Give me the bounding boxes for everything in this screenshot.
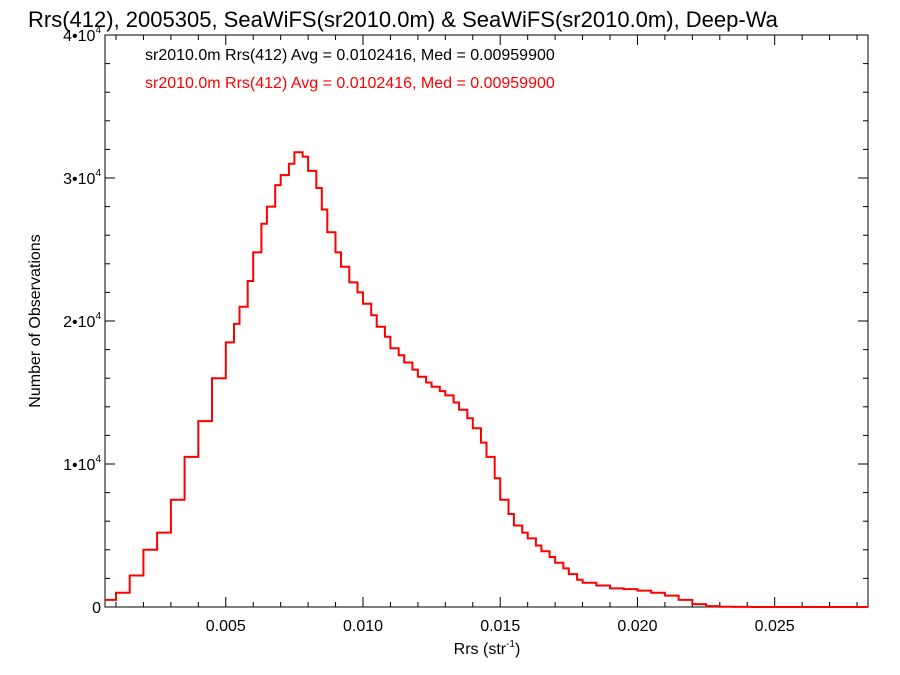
y-tick-label-exponent: 4 — [95, 454, 101, 465]
x-tick-label: 0.015 — [480, 618, 520, 635]
y-tick-label-base: 1•10 — [63, 457, 95, 474]
y-tick-label-exponent: 4 — [95, 168, 101, 179]
y-tick-label: 0 — [92, 600, 101, 617]
series-layer — [105, 151, 868, 608]
annotation-red: sr2010.0m Rrs(412) Avg = 0.0102416, Med … — [145, 75, 555, 92]
y-tick-label-base: 2•10 — [63, 314, 95, 331]
x-tick-label: 0.020 — [617, 618, 657, 635]
series-line — [105, 151, 868, 608]
y-tick-label-base: 3•10 — [63, 171, 95, 188]
x-tick-label: 0.005 — [206, 618, 246, 635]
chart-title: Rrs(412), 2005305, SeaWiFS(sr2010.0m) & … — [28, 7, 779, 32]
x-axis-label: Rrs (str-1) — [454, 639, 521, 658]
y-tick-label: 4•104 — [63, 25, 101, 45]
x-axis-label-superscript: -1 — [506, 639, 515, 650]
x-axis-label-tail: ) — [515, 641, 520, 658]
y-tick-label-base: 0 — [92, 600, 101, 617]
y-tick-label: 2•104 — [63, 311, 101, 331]
x-tick-label: 0.010 — [343, 618, 383, 635]
x-axis-label-main: Rrs (str — [454, 641, 507, 658]
x-tick-label: 0.025 — [755, 618, 795, 635]
plot-frame — [104, 34, 869, 608]
y-tick-label: 3•104 — [63, 168, 101, 188]
annotation-black: sr2010.0m Rrs(412) Avg = 0.0102416, Med … — [145, 47, 555, 64]
y-tick-label: 1•104 — [63, 454, 101, 474]
y-tick-label-base: 4•10 — [63, 28, 95, 45]
y-axis-label: Number of Observations — [27, 234, 44, 407]
y-tick-label-exponent: 4 — [95, 311, 101, 322]
x-axis-ticks: 0.005 0.010 0.015 0.020 0.025 — [115, 35, 858, 635]
y-tick-label-exponent: 4 — [95, 25, 101, 36]
